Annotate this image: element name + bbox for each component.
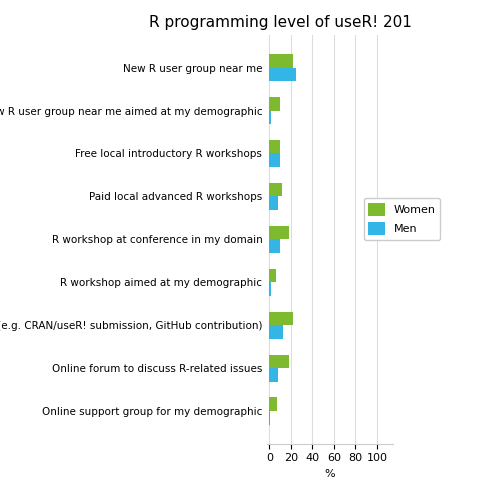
Bar xyxy=(269,54,293,68)
Text: R programming level of useR! 201: R programming level of useR! 201 xyxy=(149,15,412,30)
Bar xyxy=(269,197,278,210)
X-axis label: %: % xyxy=(325,469,336,479)
Bar xyxy=(269,68,296,81)
Bar xyxy=(269,311,293,325)
Bar xyxy=(269,282,272,296)
Bar xyxy=(269,97,280,110)
Bar xyxy=(269,269,276,282)
Bar xyxy=(269,398,277,411)
Bar xyxy=(269,226,289,239)
Bar xyxy=(269,411,270,425)
Bar xyxy=(269,154,280,167)
Bar xyxy=(269,110,272,124)
Bar xyxy=(269,368,278,382)
Legend: Women, Men: Women, Men xyxy=(364,198,440,240)
Bar xyxy=(269,183,282,197)
Bar xyxy=(269,325,283,339)
Bar xyxy=(269,354,289,368)
Bar xyxy=(269,140,280,154)
Bar xyxy=(269,239,280,253)
